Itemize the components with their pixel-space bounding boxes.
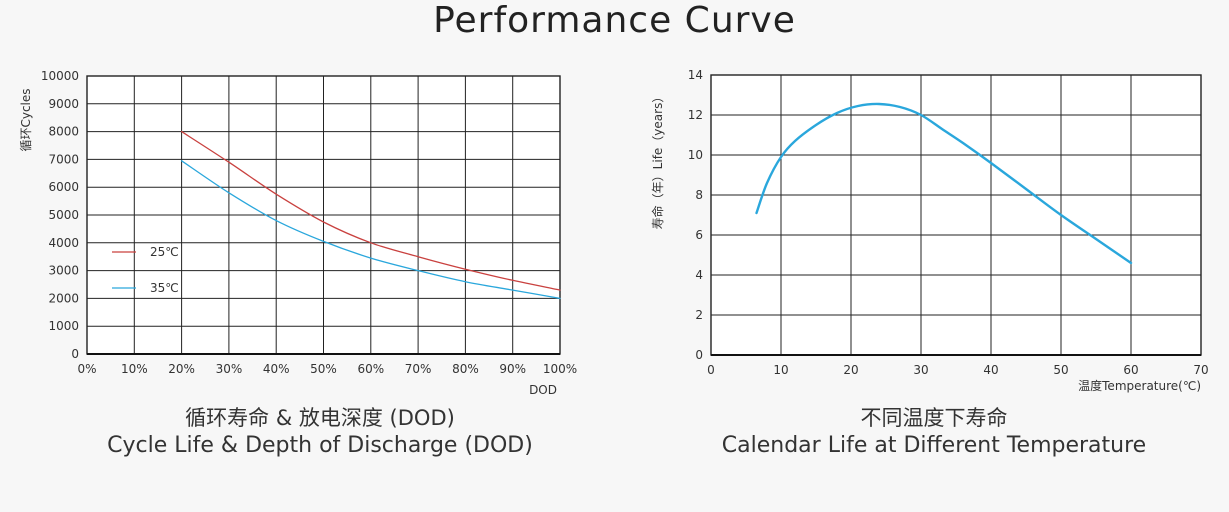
y-tick-label: 5000 [48,208,79,222]
series-line-1 [755,102,1133,265]
x-tick-label: 0 [707,363,715,377]
y-axis-label: 循环Cycles [19,88,33,151]
x-tick-label: 30 [913,363,928,377]
x-tick-label: 40 [983,363,998,377]
x-tick-label: 20% [168,362,195,376]
x-tick-label: 10% [121,362,148,376]
x-tick-label: 80% [452,362,479,376]
page-title: Performance Curve [433,0,796,41]
x-axis-label: 温度Temperature(℃) [1078,378,1201,393]
x-tick-label: 90% [499,362,526,376]
x-tick-label: 70% [405,362,432,376]
y-tick-label: 6000 [48,180,79,194]
y-tick-label: 0 [71,347,79,361]
x-tick-label: 50% [310,362,337,376]
series-line-1 [180,130,561,291]
series-line-2 [180,160,561,300]
y-tick-label: 0 [695,348,703,362]
x-tick-label: 10 [773,363,788,377]
y-tick-label: 6 [695,228,703,242]
plot-area [711,75,1201,355]
y-tick-label: 8 [695,188,703,202]
calendar-life-title: Calendar Life at Different Temperature [721,433,1147,458]
calendar-life-chart: 0 10 20 30 40 50 60 70 0 2 4 6 8 10 12 14 温度Temperature(… [650,68,1209,393]
y-tick-label: 1000 [48,319,79,333]
x-tick-label: 20 [843,363,858,377]
x-tick-label: 0% [77,362,96,376]
legend-label: 25℃ [150,245,179,259]
calendar-life-caption: 不同温度下寿命 Calendar Life at Different Tempe… [654,404,1214,460]
x-tick-label: 60% [357,362,384,376]
cycle-life-chart: 0% 10% 20% 30% 40% 50% 60% 70% 80% 90% 100% 0 1000 20… [19,69,577,397]
cycle-life-title: Cycle Life & Depth of Discharge (DOD) [107,433,533,458]
x-tick-label: 50 [1053,363,1068,377]
x-tick-label: 100% [543,362,577,376]
y-tick-label: 14 [688,68,703,82]
legend-label: 35℃ [150,281,179,295]
y-axis-label: 寿命（年）Life（years） [650,91,665,230]
y-tick-label: 10 [688,148,703,162]
y-tick-label: 9000 [48,97,79,111]
cycle-life-caption: 循环寿命 & 放电深度 (DOD) Cycle Life & Depth of … [40,404,600,460]
y-tick-label: 8000 [48,125,79,139]
x-tick-label: 30% [216,362,243,376]
y-tick-label: 12 [688,108,703,122]
x-axis-label: DOD [529,383,557,397]
calendar-life-title-cn: 不同温度下寿命 [860,406,1008,430]
x-tick-label: 60 [1123,363,1138,377]
y-tick-label: 4 [695,268,703,282]
x-tick-label: 70 [1193,363,1208,377]
y-tick-label: 10000 [41,69,79,83]
y-tick-label: 2000 [48,291,79,305]
y-tick-label: 4000 [48,236,79,250]
y-tick-label: 7000 [48,152,79,166]
y-tick-label: 2 [695,308,703,322]
x-tick-label: 40% [263,362,290,376]
cycle-life-title-cn: 循环寿命 & 放电深度 (DOD) [185,406,455,430]
y-tick-label: 3000 [48,264,79,278]
